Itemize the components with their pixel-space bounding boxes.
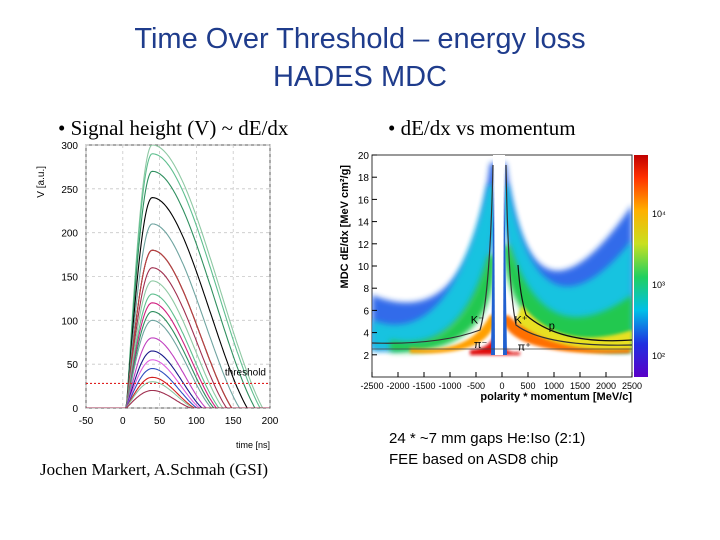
pulse-series [86,293,270,408]
left-y-tick-label: 250 [61,185,78,196]
pulse-series [86,197,270,408]
right-y-tick-label: 20 [358,151,370,162]
pulse-series [86,389,270,408]
right-x-tick-label: 0 [499,381,504,391]
pulse-series [86,280,270,408]
left-x-tick-label: 200 [262,416,279,427]
right-x-tick-label: 500 [520,381,535,391]
right-x-tick-label: 1000 [544,381,564,391]
pulse-series [86,145,270,408]
pulse-series [86,223,270,408]
left-x-tick-label: 100 [188,416,205,427]
particle-label: K⁺ [514,315,527,327]
particle-label: π⁻ [474,339,488,351]
left-y-axis-label: V [a.u.] [36,166,47,198]
colorbar-tick-label: 10² [652,351,665,361]
left-y-tick-label: 150 [61,273,78,284]
colorbar-ticks: 10⁴ 10³ 10² [652,209,666,361]
right-x-tick-label: 1500 [570,381,590,391]
left-x-ticks: -50 0 50 100 150 200 [79,416,279,427]
particle-label: p [549,320,555,332]
pulse-series [86,267,270,408]
right-x-tick-label: 2500 [622,381,642,391]
left-y-tick-label: 200 [61,229,78,240]
particle-label: π⁺ [518,341,532,353]
right-y-ticks: 2 4 6 8 10 12 14 16 18 20 [358,151,377,362]
spike-pos [503,165,507,355]
spike-neg [491,165,495,355]
bullet-signal-height: • Signal height (V) ~ dE/dx [58,116,289,140]
right-y-tick-label: 8 [363,284,369,295]
right-x-tick-label: -2000 [386,381,409,391]
right-x-tick-label: 2000 [596,381,616,391]
pulse-series [86,368,270,408]
left-y-ticks: 0 50 100 150 200 250 300 [61,141,78,415]
pulse-series [86,337,270,408]
pulse-series [86,311,270,408]
note-gaps: 24 * ~7 mm gaps He:Iso (2:1) [389,430,586,447]
pulse-series [86,170,270,408]
pulse-series [86,350,270,408]
left-y-tick-label: 100 [61,316,78,327]
particle-label: K⁻ [471,315,484,327]
pulse-series [86,381,270,408]
pulse-series [86,319,270,408]
fit-curve-proton [517,264,632,342]
left-y-tick-label: 50 [67,360,79,371]
colorbar-tick-label: 10⁴ [652,209,666,219]
right-y-tick-label: 4 [363,329,369,340]
slide-title-line2: HADES MDC [272,61,447,93]
left-y-tick-label: 300 [61,141,78,152]
colorbar [634,155,648,377]
right-x-axis-label: polarity * momentum [MeV/c] [480,391,632,403]
note-fee: FEE based on ASD8 chip [389,451,559,468]
bullet-dedx-vs-momentum: • dE/dx vs momentum [388,116,576,140]
right-y-tick-label: 16 [358,195,370,206]
right-y-tick-label: 6 [363,306,369,317]
band-neg-green [390,255,496,353]
right-y-tick-label: 10 [358,262,370,273]
right-x-tick-label: -500 [467,381,485,391]
right-x-tick-label: -1000 [438,381,461,391]
fit-curve-kplus [505,164,632,346]
right-y-tick-label: 12 [358,240,370,251]
right-x-tick-label: -2500 [360,381,383,391]
right-y-tick-label: 14 [358,218,370,229]
threshold-label: threshold [225,367,266,378]
right-y-tick-label: 18 [358,173,370,184]
slide-title-line1: Time Over Threshold – energy loss [134,23,586,55]
particle-labels: K⁻ π⁻ K⁺ p π⁺ [471,315,555,354]
right-x-ticks: -2500 -2000 -1500 -1000 -500 0 500 1000 1500 2000… [360,372,642,391]
right-y-axis-label: MDC dE/dx [MeV cm²/g] [339,165,351,289]
pulse-series [86,376,270,408]
dedx-momentum-chart: 10⁴ 10³ 10² K⁻ π⁻ K⁺ p π⁺ 2 4 6 8 10 12 14 16 18 20 -25… [339,151,666,403]
left-x-tick-label: 0 [120,416,126,427]
left-series-group [86,145,270,408]
heatmap-bands [372,155,632,355]
pulse-series [86,249,270,408]
right-x-tick-label: -1500 [412,381,435,391]
band-neg-orange [410,315,496,354]
detector-note: 24 * ~7 mm gaps He:Iso (2:1) FEE based o… [389,428,585,470]
left-x-tick-label: 150 [225,416,242,427]
left-grid [85,144,271,409]
left-x-axis-label: time [ns] [236,440,270,450]
left-x-tick-label: 50 [154,416,166,427]
pulse-series [86,153,270,408]
fit-curve-kminus [372,164,494,344]
pulse-series [86,359,270,408]
colorbar-tick-label: 10³ [652,280,665,290]
band-pos-orange [502,315,630,354]
central-gap [493,155,505,355]
right-y-tick-label: 2 [363,351,369,362]
credit-authors: Jochen Markert, A.Schmah (GSI) [40,460,269,479]
left-y-tick-label: 0 [72,404,78,415]
pulse-series [86,302,270,408]
left-x-tick-label: -50 [79,416,94,427]
